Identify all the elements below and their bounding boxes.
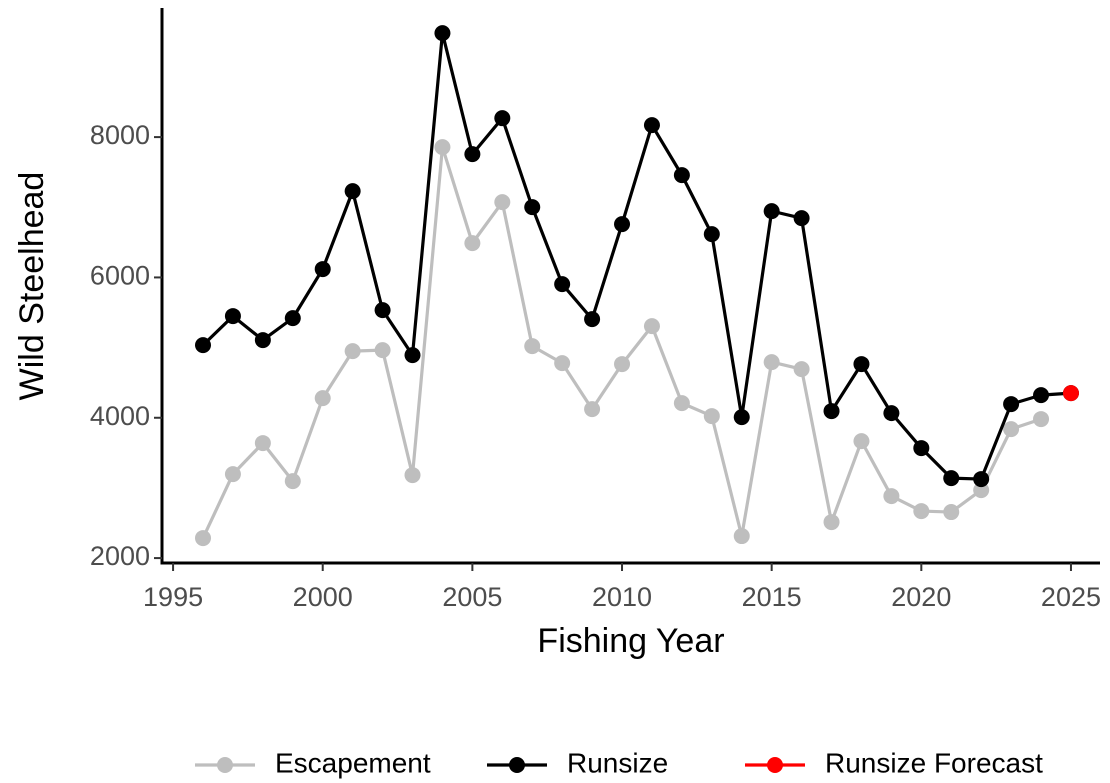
legend-label: Runsize Forecast [825, 747, 1043, 778]
data-point [853, 356, 870, 373]
x-tick-label: 2010 [592, 582, 652, 612]
data-point [464, 146, 481, 163]
data-point [853, 433, 870, 450]
y-tick-label: 2000 [90, 541, 150, 571]
legend-dot [217, 757, 233, 773]
data-point [763, 354, 780, 371]
x-tick-label: 2005 [442, 582, 502, 612]
data-point [913, 440, 930, 457]
x-tick-label: 2020 [891, 582, 951, 612]
data-point [1033, 411, 1050, 428]
data-point [584, 401, 601, 418]
data-point [1033, 387, 1050, 404]
data-point [673, 395, 690, 412]
data-point [284, 473, 301, 490]
data-point [494, 110, 511, 127]
data-point [793, 361, 810, 378]
data-point [524, 338, 541, 355]
data-point [913, 503, 930, 520]
data-point [733, 528, 750, 545]
data-point [195, 337, 212, 354]
legend-label: Escapement [275, 747, 431, 778]
data-point [973, 471, 990, 488]
y-tick-label: 4000 [90, 401, 150, 431]
data-point [883, 488, 900, 505]
data-point [374, 342, 391, 359]
data-point [494, 194, 511, 211]
data-point [524, 199, 541, 216]
data-point [673, 167, 690, 184]
data-point [943, 504, 960, 521]
data-point [943, 470, 960, 487]
legend-dot [767, 757, 783, 773]
x-tick-label: 1995 [143, 582, 203, 612]
data-point [643, 318, 660, 335]
data-point [733, 409, 750, 426]
x-tick-label: 2000 [293, 582, 353, 612]
data-point [823, 403, 840, 420]
data-point [464, 235, 481, 252]
data-point [614, 216, 631, 233]
data-point [703, 226, 720, 243]
x-tick-label: 2025 [1041, 582, 1101, 612]
data-point [344, 343, 361, 360]
data-point [404, 467, 421, 484]
series-line [201, 145, 1042, 539]
data-point [254, 332, 271, 349]
data-point [195, 530, 212, 547]
data-point [584, 311, 601, 328]
data-point [224, 308, 241, 325]
data-point [763, 203, 780, 220]
data-point [554, 355, 571, 372]
data-point [823, 514, 840, 531]
data-point [434, 139, 451, 156]
data-point [614, 356, 631, 373]
data-point [883, 405, 900, 422]
data-point [314, 261, 331, 278]
x-axis-title: Fishing Year [537, 622, 724, 660]
data-point [643, 117, 660, 134]
data-point [1062, 385, 1079, 402]
data-point [284, 310, 301, 327]
y-tick-label: 8000 [90, 120, 150, 150]
y-axis-title: Wild Steelhead [13, 172, 51, 401]
data-point [344, 183, 361, 200]
data-point [703, 408, 720, 425]
data-point [1003, 396, 1020, 413]
data-point [314, 390, 331, 407]
y-tick-label: 6000 [90, 261, 150, 291]
x-tick-label: 2015 [742, 582, 802, 612]
data-point [554, 276, 571, 293]
data-point [1003, 421, 1020, 438]
legend-dot [509, 757, 525, 773]
data-point [434, 25, 451, 42]
data-point [224, 466, 241, 483]
data-point [404, 347, 421, 364]
legend-label: Runsize [567, 747, 668, 778]
data-point [254, 435, 271, 452]
data-point [973, 482, 990, 499]
data-point [374, 302, 391, 319]
series-line [201, 31, 1072, 481]
data-point [793, 210, 810, 227]
